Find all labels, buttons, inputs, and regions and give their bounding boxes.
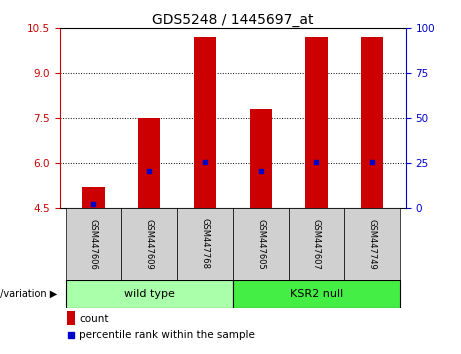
Text: GSM447768: GSM447768 bbox=[201, 218, 209, 269]
Bar bbox=[233, 208, 289, 280]
Bar bbox=[67, 311, 76, 325]
Text: GSM447607: GSM447607 bbox=[312, 218, 321, 269]
Bar bbox=[138, 118, 160, 208]
Text: genotype/variation ▶: genotype/variation ▶ bbox=[0, 289, 57, 299]
Text: count: count bbox=[79, 314, 108, 324]
Bar bbox=[344, 208, 400, 280]
Text: KSR2 null: KSR2 null bbox=[290, 289, 343, 299]
Text: percentile rank within the sample: percentile rank within the sample bbox=[79, 330, 255, 340]
Bar bbox=[82, 187, 105, 208]
Bar bbox=[289, 208, 344, 280]
Bar bbox=[305, 37, 328, 208]
Bar bbox=[121, 208, 177, 280]
Text: GSM447749: GSM447749 bbox=[368, 219, 377, 269]
Bar bbox=[65, 280, 233, 308]
Bar bbox=[194, 37, 216, 208]
Bar bbox=[65, 208, 121, 280]
Bar bbox=[177, 208, 233, 280]
Title: GDS5248 / 1445697_at: GDS5248 / 1445697_at bbox=[152, 13, 313, 27]
Text: GSM447605: GSM447605 bbox=[256, 219, 265, 269]
Text: GSM447606: GSM447606 bbox=[89, 218, 98, 269]
Bar bbox=[249, 109, 272, 208]
Text: GSM447609: GSM447609 bbox=[145, 219, 154, 269]
Text: wild type: wild type bbox=[124, 289, 175, 299]
Bar bbox=[361, 37, 384, 208]
Bar bbox=[233, 280, 400, 308]
